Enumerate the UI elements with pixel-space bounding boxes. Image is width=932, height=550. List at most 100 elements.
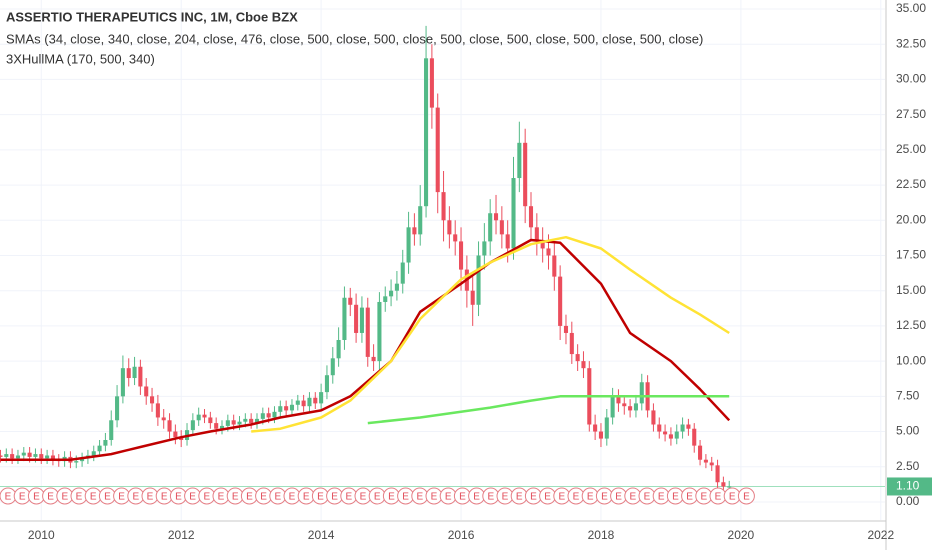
earnings-marker-label: E [672,492,679,503]
indicator-line [367,395,730,425]
candle-body [715,465,720,483]
candle-body [237,421,242,425]
candle-body [604,417,609,439]
earnings-marker-label: E [33,492,40,503]
y-tick-label: 35.00 [896,1,926,15]
candle-body [575,354,580,362]
axes: 0.00 2.50 5.00 7.50 10.00 12.50 15.00 17.50 20.0… [28,1,932,542]
x-tick-label: 2012 [168,528,195,542]
candle-body [622,403,627,407]
candle-body [150,396,155,404]
candle-body [558,276,563,326]
candle-body [359,307,364,333]
earnings-marker-label: E [502,492,509,503]
candle-body [365,307,370,357]
x-tick-label: 2016 [448,528,475,542]
candle-body [639,382,644,404]
candle-body [91,451,96,456]
candle-body [703,459,708,463]
earnings-marker-label: E [388,492,395,503]
x-tick-label: 2020 [728,528,755,542]
candle-body [179,437,184,440]
earnings-marker-label: E [445,492,452,503]
candle-body [155,403,160,418]
x-tick-label: 2014 [308,528,335,542]
x-tick-label: 2010 [28,528,55,542]
candle-body [74,461,79,463]
candle-body [208,417,213,424]
candle-body [295,400,300,405]
candle-body [39,454,44,459]
chart-title: ASSERTIO THERAPEUTICS INC, 1M, Cboe BZX [6,9,298,24]
candle-body [598,431,604,439]
candle-body [528,206,534,228]
earnings-marker-label: E [274,492,281,503]
earnings-marker-label: E [5,492,12,503]
earnings-marker-label: E [743,492,750,503]
candle-body [115,396,120,421]
earnings-marker-label: E [431,492,438,503]
candle-body [517,142,522,179]
candle-body [552,255,557,277]
earnings-marker-label: E [615,492,622,503]
earnings-marker-label: E [715,492,722,503]
earnings-marker-label: E [558,492,565,503]
candle-body [488,213,493,242]
candle-body [354,304,359,333]
candle-body [196,414,201,421]
x-tick-label: 2022 [867,528,894,542]
last-price-box [887,477,932,496]
candle-body [202,414,207,418]
earnings-marker-label: E [203,492,210,503]
candle-body [307,397,312,407]
y-tick-label: 17.50 [896,248,926,262]
candle-body [540,241,545,249]
y-tick-label: 10.00 [896,353,926,367]
candle-body [21,452,26,456]
candle-body [126,368,131,379]
candle-body [109,420,114,440]
candle-body [470,290,475,305]
y-tick-label: 30.00 [896,72,926,86]
candle-body [383,296,388,302]
candle-body [610,396,615,418]
candle-body [482,241,487,256]
candle-body [190,420,195,431]
earnings-marker-label: E [104,492,111,503]
candle-body [260,413,265,419]
earnings-marker-label: E [90,492,97,503]
candle-body [161,417,166,421]
earnings-marker-label: E [246,492,253,503]
earnings-marker-label: E [658,492,665,503]
y-tick-label: 20.00 [896,212,926,226]
earnings-marker-label: E [76,492,83,503]
candle-body [616,396,621,404]
y-tick-label: 7.50 [896,389,920,403]
candle-body [80,458,85,462]
candle-body [289,404,295,411]
candle-body [0,455,3,457]
candle-body [581,361,586,369]
candle-body [167,420,172,432]
earnings-marker-label: E [260,492,267,503]
candle-body [418,206,423,235]
earnings-marker-label: E [644,492,651,503]
candle-body [132,366,137,379]
candle-body [254,418,260,424]
candle-body [563,325,569,333]
earnings-marker-label: E [289,492,296,503]
candle-body [424,58,429,207]
candle-body [266,413,271,418]
candle-body [668,434,673,439]
candle-body [50,455,55,460]
candle-body [15,455,20,459]
candle-body [313,397,318,404]
candle-body [633,403,638,411]
candle-body [674,431,679,439]
candle-body [721,482,726,487]
candle-body [27,452,32,457]
candle-body [686,424,691,429]
earnings-marker-label: E [189,492,196,503]
y-tick-label: 5.00 [896,424,920,438]
candle-body [45,455,50,459]
